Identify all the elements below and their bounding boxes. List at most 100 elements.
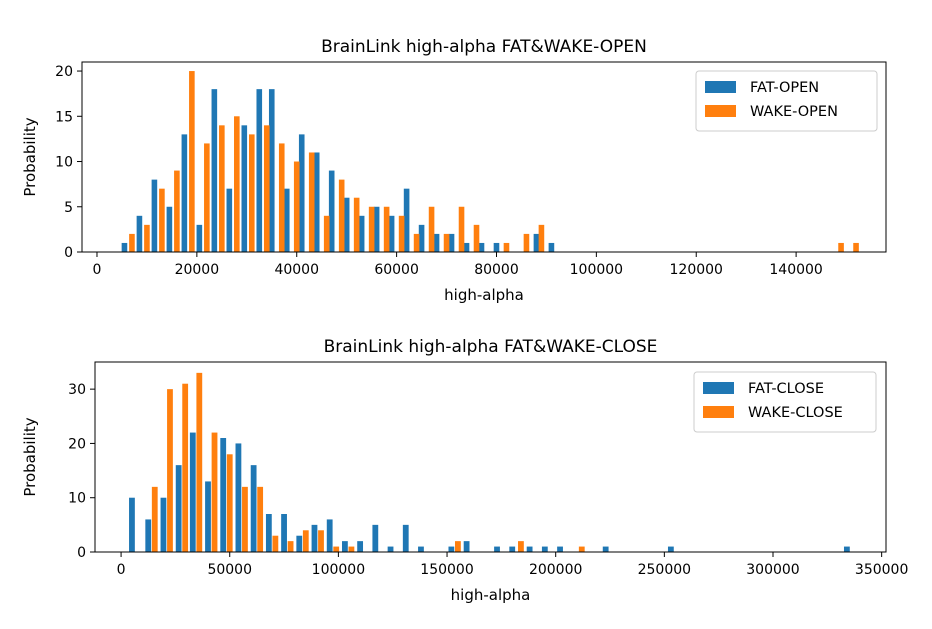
bar bbox=[144, 224, 150, 252]
x-tick-label: 140000 bbox=[769, 262, 822, 278]
x-axis-label: high-alpha bbox=[444, 286, 524, 304]
bar bbox=[518, 541, 524, 552]
legend-box bbox=[695, 70, 878, 132]
bar bbox=[298, 134, 305, 252]
bar bbox=[509, 546, 516, 552]
legend-label: WAKE-CLOSE bbox=[748, 405, 843, 421]
x-axis-label: high-alpha bbox=[451, 586, 531, 604]
bar bbox=[326, 519, 333, 552]
x-tick-label: 40000 bbox=[274, 262, 319, 278]
bar bbox=[205, 481, 211, 552]
bar bbox=[373, 206, 380, 252]
series-fat bbox=[121, 89, 555, 252]
bar bbox=[196, 224, 203, 252]
bar bbox=[287, 541, 294, 552]
bar bbox=[578, 546, 585, 552]
bar bbox=[602, 546, 609, 552]
bar bbox=[368, 206, 375, 252]
bar bbox=[428, 206, 435, 252]
bar bbox=[473, 224, 480, 252]
bar bbox=[219, 125, 225, 252]
bar bbox=[398, 215, 405, 252]
bar bbox=[174, 170, 180, 252]
bar bbox=[402, 524, 409, 552]
bar bbox=[265, 514, 272, 552]
bar bbox=[318, 530, 324, 552]
bar bbox=[160, 497, 167, 552]
bar bbox=[167, 389, 173, 552]
axes-frame bbox=[81, 61, 887, 253]
bar bbox=[523, 233, 530, 252]
bar bbox=[463, 242, 470, 252]
bar bbox=[448, 546, 455, 552]
bar bbox=[121, 242, 128, 252]
bar bbox=[263, 125, 270, 252]
bar bbox=[328, 170, 335, 252]
x-tick-label: 200000 bbox=[529, 562, 582, 578]
bar bbox=[293, 161, 300, 252]
x-tick-label: 0 bbox=[93, 262, 102, 278]
bar bbox=[494, 546, 500, 552]
x-tick-label: 150000 bbox=[420, 562, 473, 578]
y-tick-label: 0 bbox=[77, 545, 86, 561]
bar bbox=[333, 546, 340, 552]
bar bbox=[503, 242, 510, 252]
x-tick-label: 20000 bbox=[175, 262, 220, 278]
x-tick-label: 100000 bbox=[570, 262, 623, 278]
bar bbox=[129, 497, 135, 552]
series-fat bbox=[129, 432, 850, 552]
bar bbox=[204, 143, 210, 252]
bar bbox=[268, 89, 275, 252]
bar bbox=[667, 546, 674, 552]
bar bbox=[278, 143, 285, 252]
bar bbox=[533, 233, 540, 252]
bar bbox=[455, 541, 461, 552]
bar bbox=[250, 465, 257, 552]
legend-swatch bbox=[705, 81, 736, 93]
chart-title: BrainLink high-alpha FAT&WAKE-CLOSE bbox=[324, 337, 658, 357]
axes-frame bbox=[94, 361, 887, 553]
bar bbox=[257, 486, 264, 552]
bar bbox=[235, 443, 242, 552]
bar bbox=[348, 546, 355, 552]
bar bbox=[136, 215, 143, 252]
bar bbox=[241, 125, 248, 252]
series-wake bbox=[129, 71, 859, 252]
y-tick-label: 10 bbox=[68, 491, 86, 507]
chart-panel-1: 0 20000 40000 60000 80000 100000 120000 140000 0… bbox=[21, 37, 887, 304]
bar bbox=[387, 546, 394, 552]
bar bbox=[196, 372, 203, 552]
legend-label: FAT-CLOSE bbox=[748, 381, 824, 397]
bar bbox=[853, 242, 859, 252]
x-tick-label: 60000 bbox=[374, 262, 419, 278]
y-tick-label: 15 bbox=[55, 109, 73, 125]
bar bbox=[256, 89, 263, 252]
y-tick-label: 10 bbox=[55, 155, 73, 171]
x-tick-label: 50000 bbox=[207, 562, 252, 578]
legend-label: FAT-OPEN bbox=[750, 80, 819, 96]
legend: FAT-OPEN WAKE-OPEN bbox=[695, 70, 878, 132]
x-tick-label: 120000 bbox=[670, 262, 723, 278]
bar bbox=[448, 233, 455, 252]
bar bbox=[308, 152, 315, 252]
x-tick-label: 100000 bbox=[312, 562, 365, 578]
bar bbox=[182, 383, 189, 552]
x-tick-label: 80000 bbox=[474, 262, 519, 278]
bar bbox=[526, 546, 533, 552]
bar bbox=[242, 486, 248, 552]
bar bbox=[281, 514, 287, 552]
bar bbox=[342, 541, 348, 552]
chart-panel-2: 0 50000 100000 150000 200000 250000 300000 3500… bbox=[21, 337, 908, 604]
bar bbox=[283, 188, 290, 252]
bar bbox=[323, 215, 330, 252]
bar bbox=[226, 188, 233, 252]
bar bbox=[211, 89, 218, 252]
bar bbox=[296, 535, 303, 552]
bar bbox=[538, 224, 545, 252]
bar bbox=[541, 546, 548, 552]
bar bbox=[175, 465, 182, 552]
bar bbox=[478, 242, 485, 252]
bar bbox=[548, 242, 555, 252]
bar bbox=[372, 524, 379, 552]
